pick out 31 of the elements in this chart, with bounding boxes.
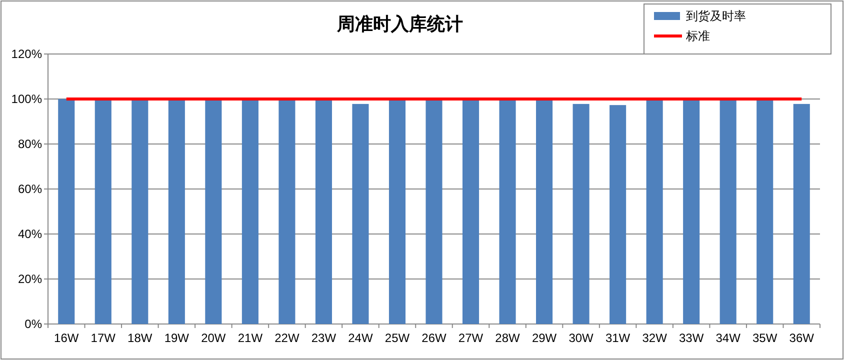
x-tick-label: 29W [532, 331, 558, 345]
x-tick-label: 23W [311, 331, 337, 345]
x-tick-label: 24W [348, 331, 374, 345]
y-tick-label: 120% [11, 47, 42, 61]
x-tick-label: 32W [642, 331, 668, 345]
x-tick-label: 33W [678, 331, 704, 345]
y-tick-label: 20% [18, 272, 42, 286]
x-tick-label: 26W [422, 331, 448, 345]
x-tick-label: 22W [274, 331, 300, 345]
x-tick-label: 36W [789, 331, 815, 345]
x-tick-label: 28W [495, 331, 521, 345]
x-tick-label: 19W [164, 331, 190, 345]
x-tick-label: 25W [384, 331, 410, 345]
x-tick-label: 30W [568, 331, 594, 345]
y-tick-label: 100% [11, 92, 42, 106]
legend-label: 标准 [685, 29, 710, 43]
x-tick-label: 31W [605, 331, 631, 345]
x-tick-label: 27W [458, 331, 484, 345]
x-tick-label: 35W [752, 331, 778, 345]
x-tick-label: 18W [128, 331, 153, 345]
x-tick-label: 21W [238, 331, 264, 345]
y-tick-label: 0% [24, 317, 42, 331]
legend-label: 到货及时率 [686, 9, 746, 23]
x-tick-label: 17W [90, 331, 116, 345]
y-tick-label: 80% [18, 137, 42, 151]
x-tick-label: 34W [716, 331, 742, 345]
chart-title: 周准时入库统计 [336, 14, 463, 34]
x-tick-label: 16W [54, 331, 80, 345]
y-tick-label: 40% [18, 227, 42, 241]
x-tick-label: 20W [201, 331, 226, 345]
y-tick-label: 60% [18, 182, 42, 196]
